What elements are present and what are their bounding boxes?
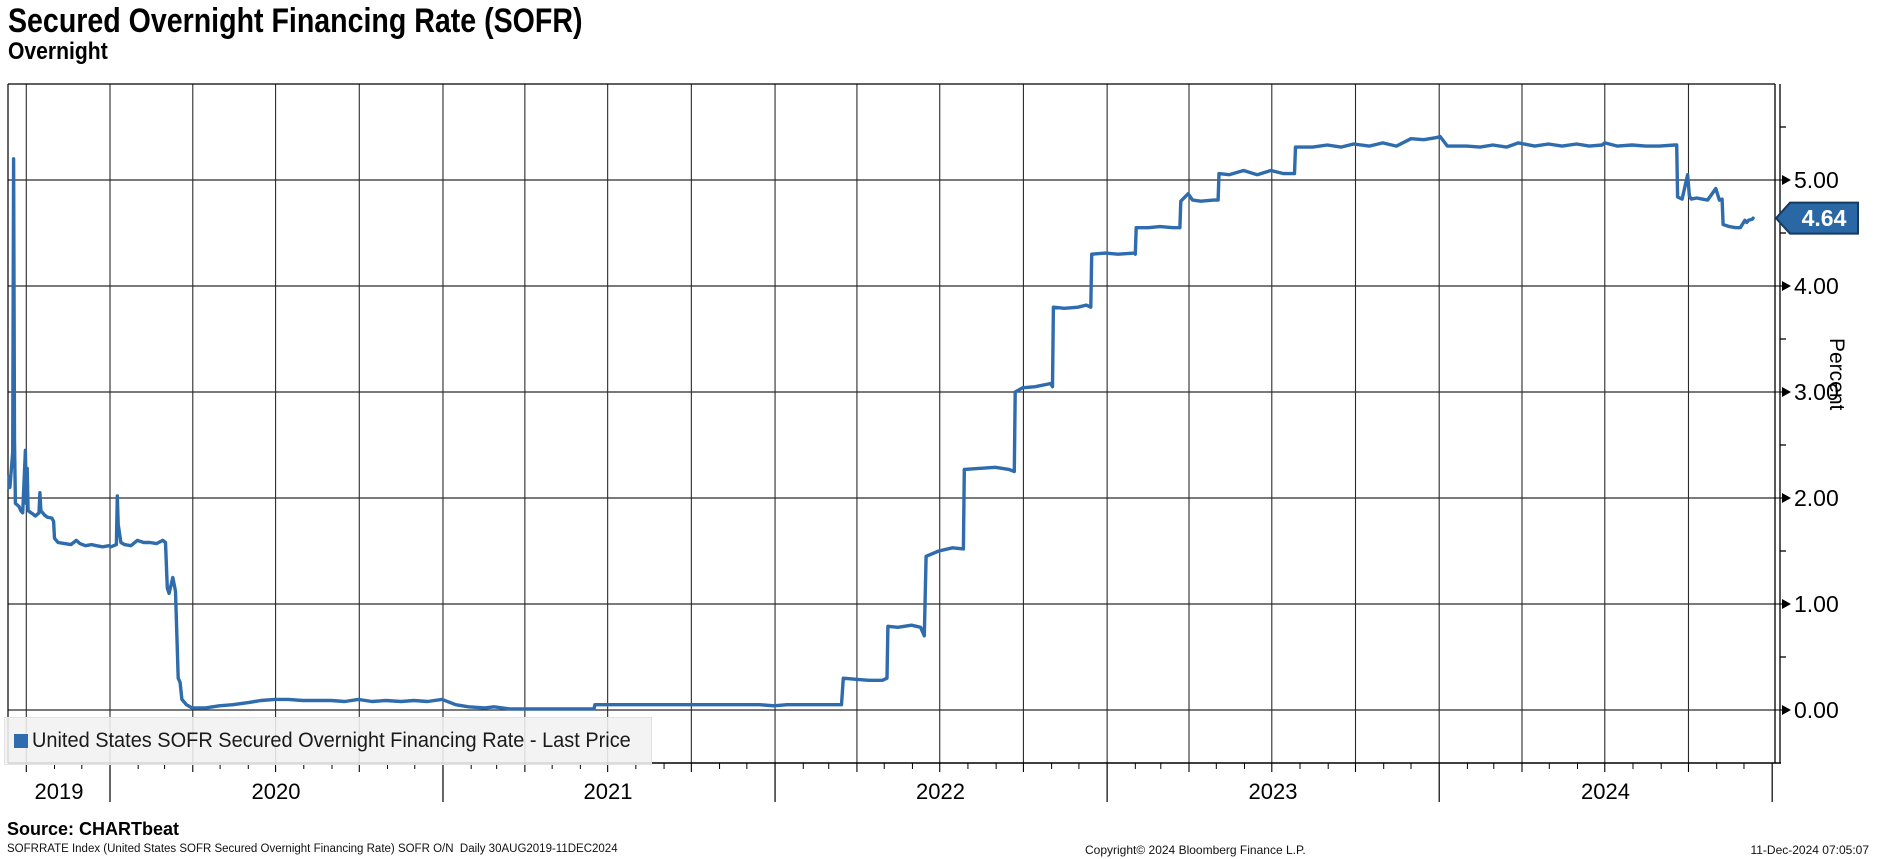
- y-tick-arrow-2.00: [1782, 493, 1791, 503]
- page-title: Secured Overnight Financing Rate (SOFR): [8, 2, 583, 40]
- y-tick-label-2.00: 2.00: [1794, 485, 1839, 511]
- last-price-value: 4.64: [1802, 205, 1847, 231]
- y-axis-title: Percent: [1825, 338, 1848, 411]
- x-year-label-2020: 2020: [252, 779, 301, 804]
- chart-legend: United States SOFR Secured Overnight Fin…: [4, 717, 652, 765]
- chart-subtitle: Overnight: [8, 38, 108, 65]
- y-tick-label-4.00: 4.00: [1794, 273, 1839, 299]
- y-tick-label-3.00: 3.00: [1794, 379, 1839, 405]
- x-year-label-2023: 2023: [1249, 779, 1298, 804]
- last-price-badge: [1774, 201, 1859, 235]
- y-tick-arrow-1.00: [1782, 599, 1791, 609]
- timestamp-text: 11-Dec-2024 07:05:07: [1750, 843, 1869, 857]
- y-tick-arrow-0.00: [1782, 705, 1791, 715]
- y-tick-arrow-5.00: [1782, 175, 1791, 185]
- x-year-label-2024: 2024: [1581, 779, 1630, 804]
- y-tick-arrow-4.00: [1782, 281, 1791, 291]
- y-tick-label-0.00: 0.00: [1794, 697, 1839, 723]
- legend-series-marker: [14, 734, 28, 748]
- x-year-label-2021: 2021: [584, 779, 633, 804]
- legend-series-label: United States SOFR Secured Overnight Fin…: [32, 729, 631, 752]
- ticker-description: SOFRRATE Index (United States SOFR Secur…: [7, 843, 618, 855]
- source-line: Source: CHARTbeat: [7, 819, 180, 839]
- y-tick-label-1.00: 1.00: [1794, 591, 1839, 617]
- price-line: [7, 134, 1755, 711]
- x-year-label-2019: 2019: [35, 779, 84, 804]
- copyright-text: Copyright© 2024 Bloomberg Finance L.P.: [1085, 843, 1306, 857]
- y-tick-arrow-3.00: [1782, 387, 1791, 397]
- y-tick-label-5.00: 5.00: [1794, 167, 1839, 193]
- x-year-label-2022: 2022: [916, 779, 965, 804]
